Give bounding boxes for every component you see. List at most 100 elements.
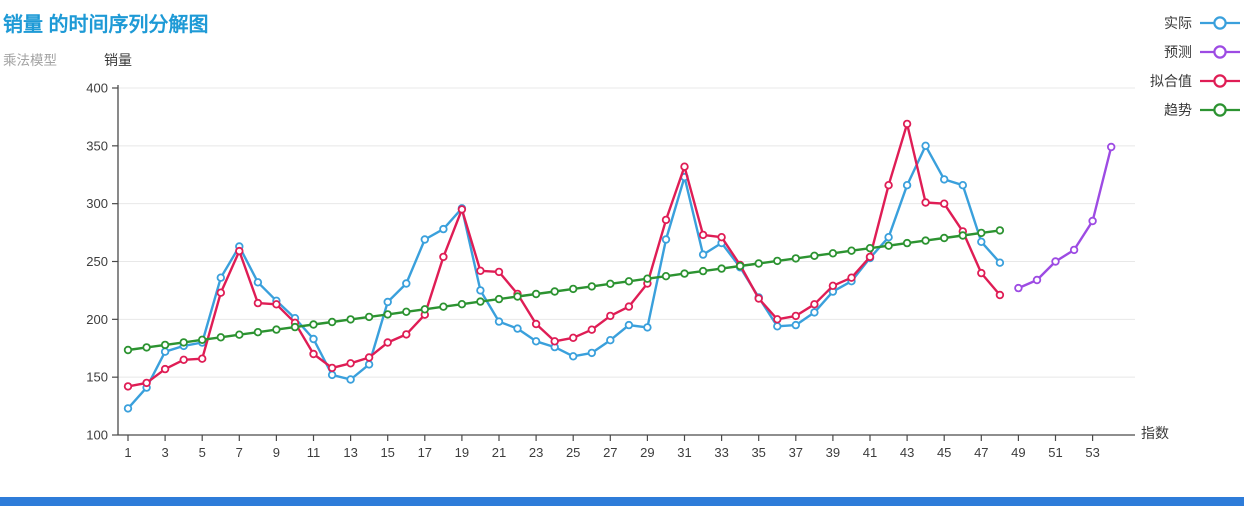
- data-point-marker: [921, 141, 930, 150]
- legend-item-fitted: 拟合值: [1150, 66, 1241, 95]
- legend-line-marker-icon: [1200, 73, 1240, 88]
- data-point-marker: [494, 267, 504, 277]
- x-tick-label: 1: [124, 445, 131, 460]
- x-tick-label: 25: [566, 445, 580, 460]
- data-point-marker: [142, 378, 151, 388]
- x-tick-label: 49: [1011, 445, 1025, 460]
- x-tick-label: 45: [937, 445, 951, 460]
- data-point-marker: [327, 317, 337, 327]
- data-point-marker: [680, 269, 689, 278]
- data-point-marker: [1106, 142, 1116, 152]
- data-point-marker: [754, 294, 763, 303]
- data-point-marker: [1014, 283, 1023, 293]
- data-point-marker: [364, 360, 374, 369]
- data-point-marker: [884, 232, 893, 242]
- data-point-marker: [1069, 245, 1079, 255]
- data-point-marker: [346, 315, 355, 324]
- series-line: [126, 144, 1002, 410]
- data-point-marker: [921, 198, 930, 207]
- data-point-marker: [847, 273, 856, 282]
- data-point-marker: [179, 338, 188, 347]
- data-point-marker: [420, 305, 429, 314]
- x-tick-label: 19: [455, 445, 469, 460]
- data-point-marker: [587, 282, 596, 291]
- data-point-marker: [606, 279, 615, 288]
- data-point-marker: [272, 300, 281, 309]
- data-point-marker: [531, 319, 541, 329]
- data-point-marker: [290, 322, 300, 332]
- data-point-marker: [383, 338, 392, 347]
- x-tick-label: 5: [199, 445, 206, 460]
- data-point-marker: [717, 232, 726, 242]
- data-point-marker: [1088, 216, 1097, 226]
- legend-item-label: 趋势: [1164, 101, 1192, 118]
- data-point-marker: [531, 289, 541, 299]
- data-point-marker: [995, 226, 1005, 235]
- data-point-marker: [643, 323, 652, 332]
- data-point-marker: [624, 302, 634, 311]
- series-line: [1017, 145, 1113, 290]
- data-point-marker: [197, 335, 207, 344]
- y-tick-label: 200: [86, 312, 108, 327]
- data-point-marker: [364, 312, 374, 322]
- y-tick-label: 300: [86, 196, 108, 211]
- data-point-marker: [847, 246, 856, 255]
- data-point-marker: [309, 334, 318, 344]
- data-point-marker: [884, 180, 893, 190]
- y-axis-title: 销量: [104, 52, 132, 68]
- x-tick-label: 13: [343, 445, 357, 460]
- data-point-marker: [865, 243, 875, 253]
- x-tick-label: 3: [161, 445, 168, 460]
- data-point-marker: [216, 288, 225, 297]
- axes: [117, 85, 1135, 436]
- x-tick-label: 35: [751, 445, 765, 460]
- data-point-marker: [420, 235, 429, 244]
- data-point-marker: [309, 320, 318, 329]
- x-tick-label: 43: [900, 445, 914, 460]
- model-type-label: 乘法模型: [3, 53, 57, 68]
- data-point-marker: [216, 273, 225, 282]
- legend-item-label: 预测: [1164, 43, 1192, 60]
- data-point-marker: [940, 233, 949, 243]
- data-point-marker: [235, 246, 244, 256]
- data-point-marker: [439, 252, 448, 262]
- data-point-marker: [476, 286, 485, 295]
- data-point-marker: [902, 119, 912, 129]
- data-point-marker: [773, 256, 782, 266]
- x-tick-label: 31: [677, 445, 691, 460]
- data-point-marker: [680, 162, 689, 171]
- data-point-marker: [327, 370, 337, 380]
- series-fitted: [123, 119, 1005, 391]
- data-point-marker: [606, 311, 615, 321]
- data-point-marker: [624, 277, 634, 286]
- data-point-marker: [940, 175, 949, 184]
- x-tick-label: 15: [380, 445, 394, 460]
- data-point-marker: [569, 284, 578, 294]
- data-point-marker: [958, 231, 967, 240]
- data-point-marker: [754, 259, 763, 268]
- data-point-marker: [457, 205, 467, 214]
- y-tick-label: 350: [86, 138, 108, 153]
- data-point-marker: [123, 404, 133, 413]
- legend-item-forecast: 预测: [1150, 37, 1241, 66]
- data-point-marker: [327, 363, 337, 373]
- data-point-marker: [457, 300, 467, 309]
- legend-item-trend: 趋势: [1150, 95, 1241, 124]
- data-point-marker: [179, 355, 188, 364]
- data-point-marker: [309, 349, 318, 359]
- data-point-marker: [884, 241, 893, 250]
- data-point-marker: [383, 310, 392, 319]
- data-point-marker: [902, 238, 912, 248]
- data-point-marker: [791, 254, 800, 263]
- data-point-marker: [940, 199, 949, 208]
- x-axis-title: 指数: [1141, 425, 1169, 441]
- legend-item-actual: 实际: [1150, 8, 1241, 37]
- data-point-marker: [606, 336, 615, 345]
- legend-item-label: 拟合值: [1150, 72, 1192, 89]
- legend-line-marker-icon: [1200, 102, 1240, 117]
- data-point-marker: [253, 278, 263, 287]
- data-point-marker: [439, 302, 448, 311]
- x-tick-label: 51: [1048, 445, 1062, 460]
- x-tick-label: 33: [714, 445, 728, 460]
